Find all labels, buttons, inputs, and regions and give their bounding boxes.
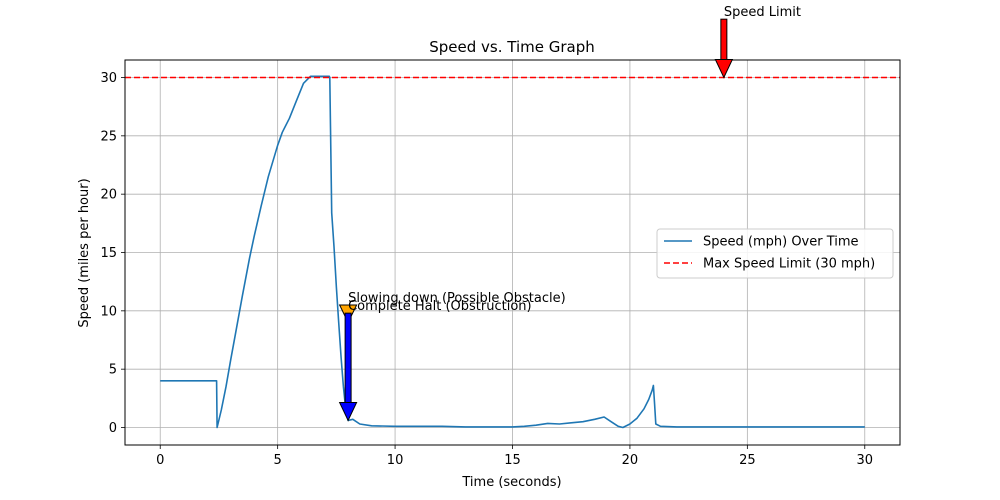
annotation-text: Speed Limit <box>724 5 801 20</box>
y-tick-label: 5 <box>109 363 117 378</box>
annotation-arrow-shaft <box>720 18 728 60</box>
annotation-arrow-shaft <box>344 312 352 403</box>
y-tick-label: 10 <box>100 304 117 319</box>
speed-line <box>160 75 865 429</box>
legend-entry-speed-limit: Max Speed Limit (30 mph) <box>703 257 875 272</box>
annotations: Speed Limit Slowing down (Possible Obstac… <box>338 5 801 422</box>
annotation-text: Slowing down (Possible Obstacle) <box>348 291 566 306</box>
x-tick-label: 0 <box>156 453 164 468</box>
y-axis-label: Speed (miles per hour) <box>77 178 92 327</box>
x-tick-label: 30 <box>856 453 873 468</box>
y-tick-label: 15 <box>100 246 117 261</box>
y-tick-label: 30 <box>100 71 117 86</box>
x-tick-label: 5 <box>274 453 282 468</box>
legend: Speed (mph) Over Time Max Speed Limit (3… <box>656 228 894 279</box>
chart-title: Speed vs. Time Graph <box>429 38 595 56</box>
x-axis-label: Time (seconds) <box>461 475 561 490</box>
annotation-text: Complete Halt (Obstruction) <box>348 299 532 314</box>
x-tick-label: 10 <box>387 453 404 468</box>
y-tick-label: 20 <box>100 188 117 203</box>
x-tick-label: 25 <box>739 453 756 468</box>
annotation-arrow-head <box>714 59 734 79</box>
x-tick-label: 20 <box>622 453 639 468</box>
annotation-arrow-head <box>338 402 358 422</box>
y-tick-label: 25 <box>100 129 117 144</box>
legend-entry-speed: Speed (mph) Over Time <box>703 235 859 250</box>
legend-box <box>656 228 894 279</box>
complete-halt-annotation: Complete Halt (Obstruction) <box>338 299 532 422</box>
axis-ticks: 0 5 10 15 20 25 30 0 5 10 15 20 25 30 <box>100 71 873 468</box>
x-tick-label: 15 <box>504 453 521 468</box>
speed-limit-annotation: Speed Limit <box>714 5 801 79</box>
y-tick-label: 0 <box>109 421 117 436</box>
plot-area <box>125 75 900 429</box>
